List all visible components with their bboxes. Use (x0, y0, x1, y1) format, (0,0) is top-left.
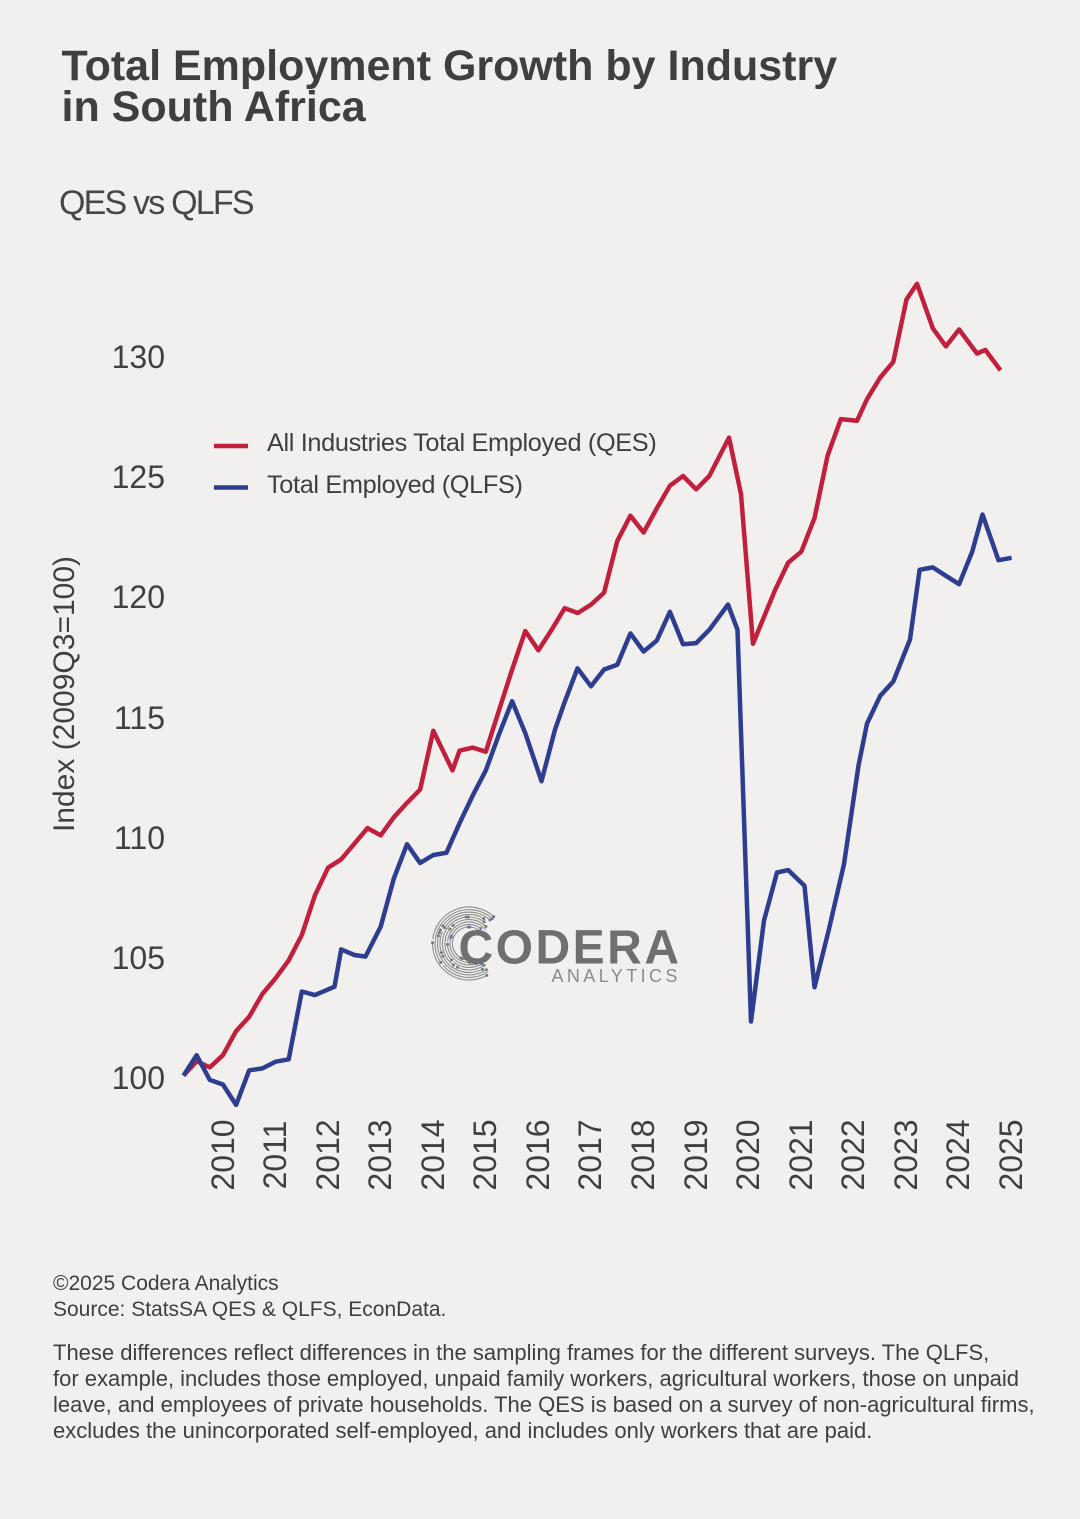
svg-text:ANALYTICS: ANALYTICS (552, 966, 681, 986)
svg-text:CODERA: CODERA (459, 922, 682, 975)
